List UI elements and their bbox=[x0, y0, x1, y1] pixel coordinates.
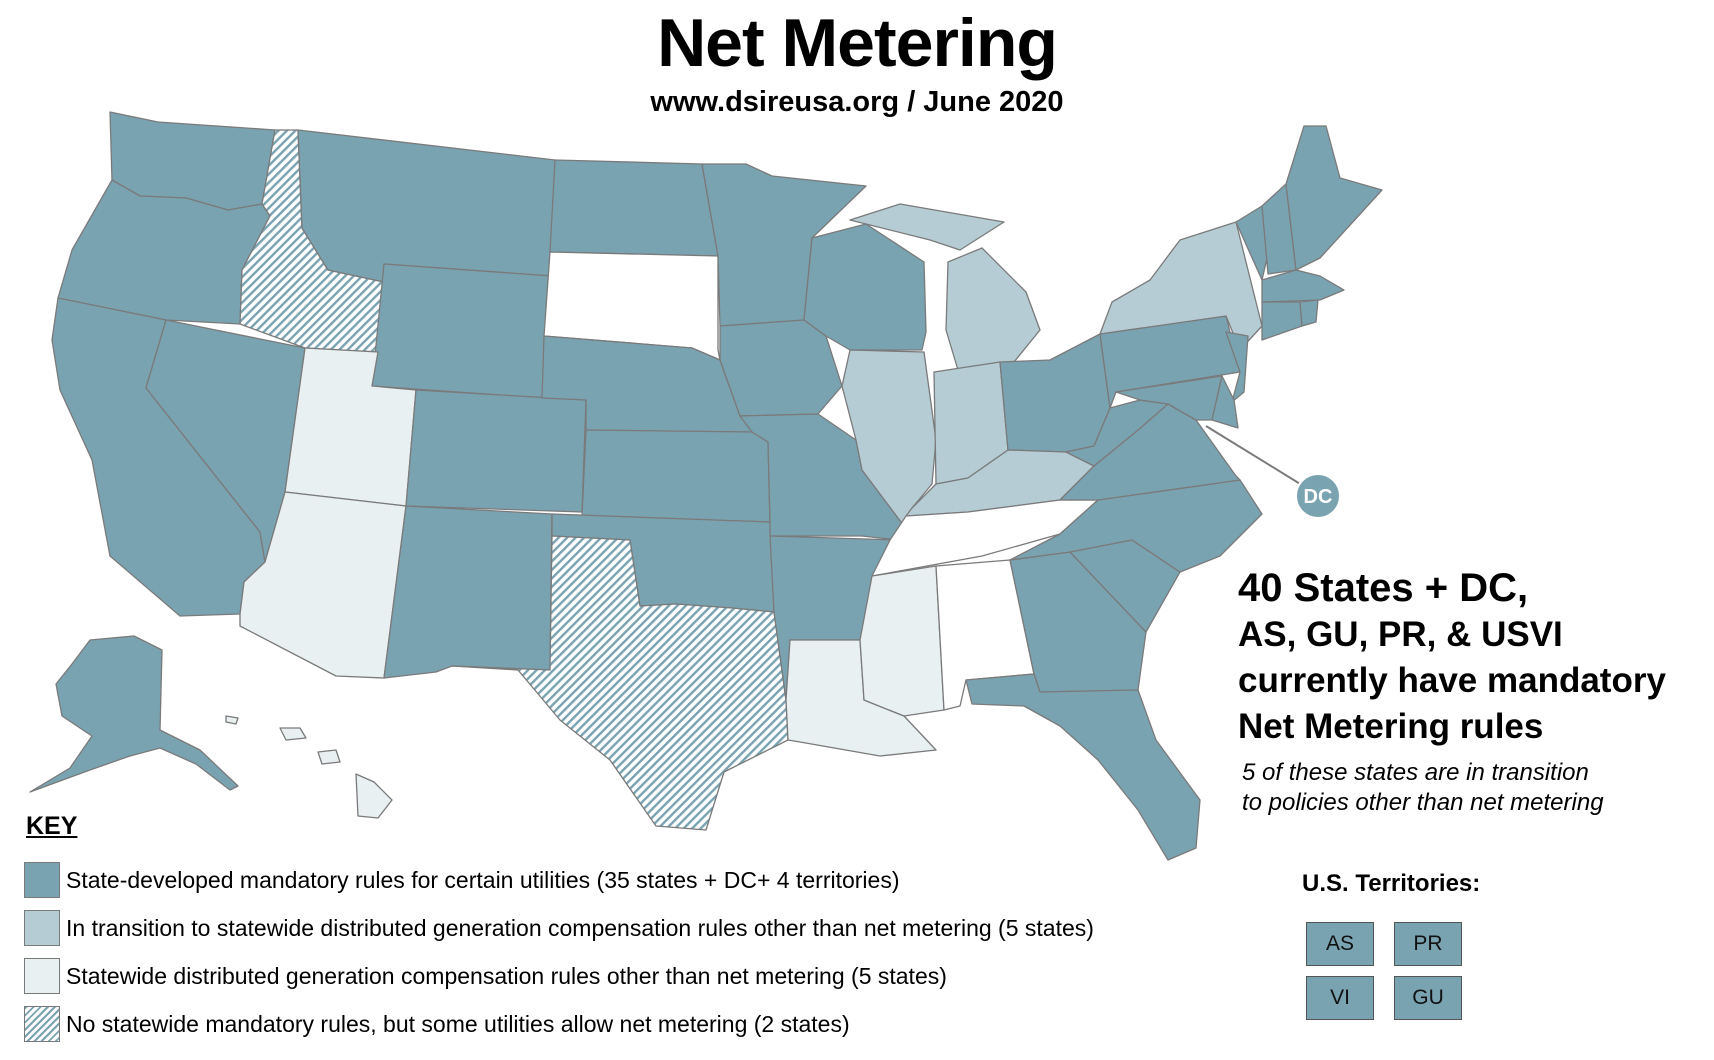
summary-line1: 40 States + DC, bbox=[1238, 566, 1529, 610]
key-label: No statewide mandatory rules, but some u… bbox=[66, 1010, 850, 1037]
state-MA bbox=[1261, 269, 1345, 303]
summary-note: 5 of these states are in transition to p… bbox=[1238, 758, 1666, 818]
map-subtitle: www.dsireusa.org / June 2020 bbox=[650, 86, 1064, 118]
state-MT bbox=[297, 129, 556, 283]
map-title: Net Metering bbox=[657, 5, 1058, 81]
state-MI bbox=[849, 203, 1041, 371]
state-NJ bbox=[1225, 331, 1249, 403]
key-item-mandatory: State-developed mandatory rules for cert… bbox=[24, 862, 900, 898]
state-RI bbox=[1299, 299, 1319, 327]
state-ND bbox=[549, 159, 719, 257]
territory-gu: GU bbox=[1394, 976, 1462, 1020]
state-TX bbox=[451, 535, 789, 831]
state-WY bbox=[371, 263, 553, 399]
summary-line4: Net Metering rules bbox=[1238, 707, 1544, 746]
key-item-transition: In transition to statewide distributed g… bbox=[24, 910, 1094, 946]
state-NM bbox=[383, 505, 553, 679]
state-MO bbox=[739, 413, 905, 541]
key-swatch-transition bbox=[24, 910, 60, 946]
summary-line3: currently have mandatory bbox=[1238, 661, 1666, 700]
summary-note-line1: 5 of these states are in transition bbox=[1242, 759, 1589, 786]
state-DC bbox=[1295, 473, 1341, 519]
key-label: State-developed mandatory rules for cert… bbox=[66, 866, 900, 893]
summary-note-line2: to policies other than net metering bbox=[1242, 789, 1604, 816]
summary-block: 40 States + DC, AS, GU, PR, & USVI curre… bbox=[1238, 564, 1666, 818]
state-FL bbox=[965, 673, 1201, 861]
territory-vi: VI bbox=[1306, 976, 1374, 1020]
summary-line2: AS, GU, PR, & USVI bbox=[1238, 615, 1563, 654]
state-CT bbox=[1261, 301, 1303, 341]
state-HI bbox=[225, 715, 393, 819]
key-label: In transition to statewide distributed g… bbox=[66, 914, 1094, 941]
key-item-other: Statewide distributed generation compens… bbox=[24, 958, 947, 994]
key-swatch-hatched bbox=[24, 1006, 60, 1042]
state-KS bbox=[581, 429, 771, 523]
key-swatch-other bbox=[24, 958, 60, 994]
territory-as: AS bbox=[1306, 922, 1374, 966]
territory-pr: PR bbox=[1394, 922, 1462, 966]
state-ME bbox=[1285, 125, 1383, 271]
key-swatch-mandatory bbox=[24, 862, 60, 898]
territories-title: U.S. Territories: bbox=[1302, 870, 1481, 897]
dc-callout-line bbox=[1205, 425, 1311, 491]
state-CO bbox=[405, 389, 587, 513]
state-AK bbox=[29, 635, 239, 793]
state-DE bbox=[1211, 375, 1239, 429]
state-MS bbox=[859, 565, 945, 717]
key-item-hatched: No statewide mandatory rules, but some u… bbox=[24, 1006, 850, 1042]
key-label: Statewide distributed generation compens… bbox=[66, 962, 947, 989]
dc-label: DC bbox=[1304, 486, 1333, 508]
key-title: KEY bbox=[26, 812, 78, 840]
state-WI bbox=[803, 223, 927, 351]
